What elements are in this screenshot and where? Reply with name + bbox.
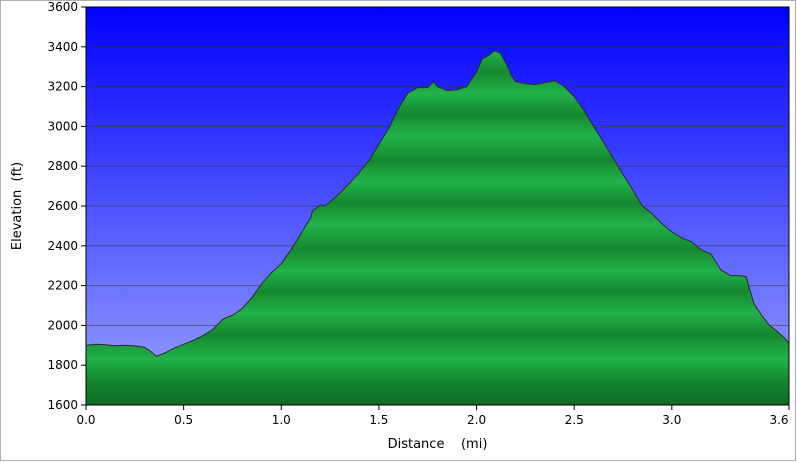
x-axis-ticks: 0.0 0.5 1.0 1.5 2.0 2.5 3.0 3.6 (76, 405, 790, 427)
x-tick-label: 3.0 (662, 413, 681, 427)
y-tick-label: 1600 (47, 398, 78, 412)
x-tick-label: 1.0 (272, 413, 291, 427)
x-tick-label: 0.5 (174, 413, 193, 427)
y-tick-label: 2800 (47, 159, 78, 173)
y-tick-label: 2600 (47, 199, 78, 213)
y-tick-label: 3400 (47, 40, 78, 54)
x-tick-label: 3.6 (769, 413, 788, 427)
y-tick-label: 3000 (47, 119, 78, 133)
y-tick-label: 3200 (47, 80, 78, 94)
y-axis-ticks: 1600 1800 2000 2200 2400 2600 2800 3000 3200 3400… (47, 0, 86, 412)
x-tick-label: 0.0 (76, 413, 95, 427)
x-axis-title: Distance (mi) (388, 437, 488, 452)
y-tick-label: 1800 (47, 358, 78, 372)
y-tick-label: 2400 (47, 239, 78, 253)
y-tick-label: 2200 (47, 279, 78, 293)
elevation-area (85, 50, 790, 406)
y-axis-title: Elevation (ft) (10, 162, 25, 250)
x-tick-label: 1.5 (369, 413, 388, 427)
x-tick-label: 2.5 (565, 413, 584, 427)
x-tick-label: 2.0 (467, 413, 486, 427)
y-tick-label: 3600 (47, 0, 78, 14)
y-tick-label: 2000 (47, 318, 78, 332)
